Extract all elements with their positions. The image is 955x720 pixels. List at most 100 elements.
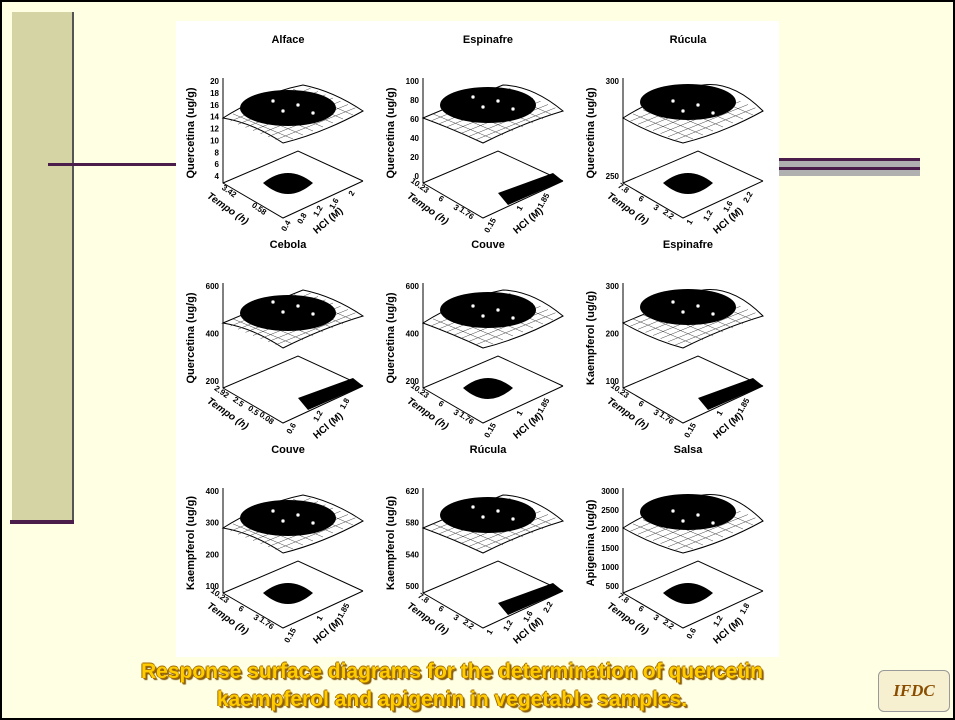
x-tick-label: 1 (485, 627, 495, 636)
axis-frame (622, 488, 764, 629)
z-tick-label: 8 (215, 148, 220, 157)
y-tick-label: 7.8 (416, 591, 431, 605)
z-tick-label: 100 (406, 77, 420, 86)
y-axis-label: Tempo (h) (205, 191, 251, 228)
data-point (470, 303, 476, 309)
floor-shadow (498, 583, 563, 615)
z-tick-label: 80 (410, 96, 419, 105)
caption-line: Response surface diagrams for the determ… (141, 660, 763, 683)
x-tick-label: 0.6 (685, 626, 699, 641)
z-axis-label: Kaempferol (ug/g) (185, 496, 197, 590)
x-tick-label: 1 (315, 614, 325, 623)
x-tick-label: 0.15 (282, 626, 298, 644)
y-tick-label: 1.76 (458, 205, 476, 222)
x-tick-label: 1 (515, 204, 525, 213)
floor-shadow (463, 378, 513, 399)
x-axis-label: HCl (M) (511, 411, 545, 442)
surface-top (240, 90, 336, 126)
z-tick-label: 200 (606, 330, 620, 339)
z-tick-label: 10 (210, 136, 219, 145)
y-tick-label: 6 (437, 399, 446, 409)
surface-top (440, 292, 536, 328)
data-point (295, 512, 301, 518)
x-tick-label: 2.2 (741, 190, 755, 205)
y-tick-label: 1.76 (658, 410, 676, 427)
plot-title: Cebola (270, 239, 308, 251)
z-tick-label: 300 (206, 519, 220, 528)
axis-frame (422, 78, 564, 219)
axis-frame (222, 78, 364, 219)
x-tick-label: 0.15 (482, 216, 498, 234)
plot-title: Salsa (674, 444, 704, 456)
z-axis-label: Quercetina (ug/g) (185, 292, 197, 383)
z-tick-label: 20 (410, 153, 419, 162)
z-tick-label: 400 (406, 330, 420, 339)
z-tick-label: 600 (406, 282, 420, 291)
data-point (670, 299, 676, 305)
z-tick-label: 300 (606, 77, 620, 86)
data-point (470, 504, 476, 510)
y-tick-label: 0.58 (250, 201, 268, 218)
plot-title: Couve (271, 444, 305, 456)
z-tick-label: 100 (606, 377, 620, 386)
x-tick-label: 2 (347, 189, 357, 198)
y-tick-label: 3 (652, 613, 661, 623)
x-axis-label: HCl (M) (711, 411, 745, 442)
x-axis-label: HCl (M) (311, 616, 345, 647)
data-point (495, 508, 501, 514)
x-tick-label: 0.15 (682, 421, 698, 439)
data-point (695, 102, 701, 108)
x-tick-label: 1.8 (738, 601, 752, 616)
x-tick-label: 1.2 (701, 208, 715, 223)
y-tick-label: 7.8 (616, 181, 631, 195)
z-tick-label: 1500 (601, 544, 619, 553)
z-tick-label: 500 (606, 582, 620, 591)
mesh-line (675, 312, 756, 346)
y-tick-label: 3.42 (220, 183, 238, 200)
z-tick-label: 12 (210, 125, 219, 134)
z-tick-label: 4 (215, 172, 220, 181)
mesh-line (675, 517, 756, 551)
z-tick-label: 16 (210, 101, 219, 110)
data-point (270, 98, 276, 104)
z-tick-label: 400 (206, 330, 220, 339)
floor-shadow (263, 583, 313, 604)
x-tick-label: 1.2 (501, 618, 515, 633)
y-tick-label: 6 (237, 604, 246, 614)
data-point (670, 508, 676, 514)
z-tick-label: 18 (210, 89, 219, 98)
floor-shadow (698, 378, 763, 410)
x-tick-label: 0.6 (285, 421, 299, 436)
y-tick-label: 1.76 (258, 615, 276, 632)
axis-frame (622, 283, 764, 424)
mesh-line (475, 312, 556, 346)
plot-title: Rúcula (470, 444, 508, 456)
floor-shadow (298, 378, 363, 410)
mesh-line (275, 517, 356, 551)
logo-text: IFDC (893, 681, 935, 700)
y-tick-label: 6 (637, 194, 646, 204)
data-point (670, 98, 676, 104)
surface-top (640, 84, 736, 120)
data-point (710, 110, 716, 116)
surface-top (640, 289, 736, 325)
data-point (510, 106, 516, 112)
y-tick-label: 1.76 (458, 410, 476, 427)
z-tick-label: 200 (206, 377, 220, 386)
z-tick-label: 100 (206, 582, 220, 591)
surface-top (440, 87, 536, 123)
x-tick-label: 0.8 (295, 211, 309, 226)
y-tick-label: 3 (652, 203, 661, 213)
floor-shadow (498, 173, 563, 205)
data-point (710, 311, 716, 317)
mesh-line (667, 104, 749, 137)
z-tick-label: 2000 (601, 525, 619, 534)
rule-mid (48, 163, 178, 166)
axis-frame (222, 488, 364, 629)
